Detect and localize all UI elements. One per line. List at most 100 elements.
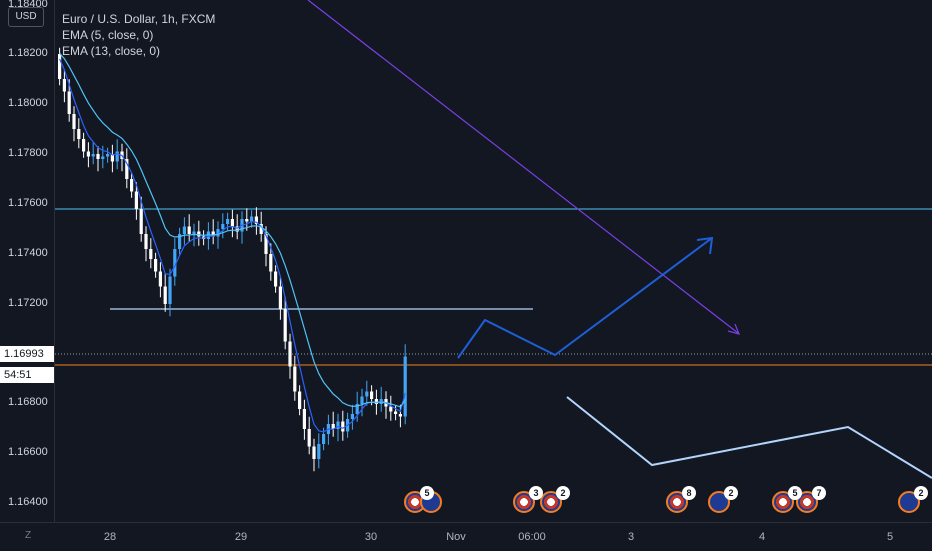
candle-body bbox=[115, 151, 119, 162]
candle-body bbox=[360, 396, 364, 404]
time-tick-label: 06:00 bbox=[518, 531, 546, 543]
candle-body bbox=[96, 154, 100, 159]
candle-body bbox=[72, 114, 76, 129]
candle-body bbox=[298, 391, 302, 409]
candle-body bbox=[110, 154, 114, 162]
price-axis[interactable]: 1.18400 1.18200 1.18000 1.17800 1.17600 1.174… bbox=[0, 0, 55, 522]
candle-body bbox=[374, 399, 378, 404]
projection-up-arrowhead bbox=[696, 236, 714, 255]
candle-body bbox=[106, 154, 110, 157]
candle-body bbox=[278, 286, 282, 309]
candle-body bbox=[331, 424, 335, 429]
symbol-title[interactable]: Euro / U.S. Dollar, 1h, FXCM bbox=[62, 12, 216, 26]
event-count-badge: 2 bbox=[556, 486, 570, 500]
candle-body bbox=[144, 234, 148, 249]
price-tick-label: 1.17200 bbox=[8, 297, 48, 309]
event-count-badge: 8 bbox=[682, 486, 696, 500]
candle-body bbox=[394, 411, 398, 414]
candle-body bbox=[197, 231, 201, 237]
price-tick-label: 1.16600 bbox=[8, 446, 48, 458]
downtrend-line bbox=[307, 0, 739, 334]
candle-body bbox=[58, 54, 62, 79]
candle-body bbox=[245, 219, 249, 222]
time-tick-label: 29 bbox=[234, 531, 248, 543]
event-count-badge: 5 bbox=[788, 486, 802, 500]
candle-body bbox=[250, 216, 254, 222]
candle-body bbox=[365, 391, 369, 397]
currency-button[interactable]: USD bbox=[8, 7, 44, 27]
price-tick-label: 1.16800 bbox=[8, 396, 48, 408]
ema13-legend[interactable]: EMA (13, close, 0) bbox=[62, 44, 161, 58]
candle-body bbox=[307, 429, 311, 447]
candle-body bbox=[91, 154, 95, 157]
event-count-badge: 7 bbox=[812, 486, 826, 500]
candle-body bbox=[312, 446, 316, 459]
candle-body bbox=[154, 259, 158, 272]
candle-body bbox=[67, 91, 71, 114]
candle-body bbox=[355, 404, 359, 414]
projection-up-path bbox=[457, 237, 713, 359]
candle-body bbox=[274, 271, 278, 287]
candle-body bbox=[350, 414, 354, 419]
event-count-badge: 2 bbox=[724, 486, 738, 500]
time-tick-label: 30 bbox=[364, 531, 378, 543]
candle-body bbox=[370, 391, 374, 399]
time-tick-label: 5 bbox=[886, 531, 894, 543]
time-tick-label: Nov bbox=[446, 531, 466, 543]
candle-body bbox=[264, 234, 268, 254]
candle-body bbox=[168, 276, 172, 304]
candle-body bbox=[163, 286, 167, 304]
candle-body bbox=[254, 216, 258, 224]
price-tick-label: 1.18400 bbox=[8, 0, 48, 10]
price-plot-area[interactable] bbox=[0, 0, 932, 522]
candle-body bbox=[398, 414, 402, 417]
ema5-line bbox=[59, 58, 406, 433]
event-count-badge: 5 bbox=[420, 486, 434, 500]
candle-body bbox=[216, 229, 220, 237]
time-tick-label: 3 bbox=[627, 531, 635, 543]
candle-body bbox=[288, 341, 292, 367]
downtrend-arrowhead bbox=[727, 323, 741, 335]
price-tick-label: 1.17600 bbox=[8, 197, 48, 209]
candle-body bbox=[211, 231, 215, 237]
candle-body bbox=[149, 249, 153, 259]
candle-body bbox=[158, 271, 162, 287]
ema5-legend[interactable]: EMA (5, close, 0) bbox=[62, 28, 154, 42]
price-tick-label: 1.17800 bbox=[8, 147, 48, 159]
zoom-button[interactable]: Z bbox=[24, 530, 32, 541]
candle-body bbox=[62, 79, 66, 92]
candle-body bbox=[317, 444, 321, 459]
time-tick-label: 28 bbox=[103, 531, 117, 543]
candle-body bbox=[230, 219, 234, 227]
candle-body bbox=[77, 129, 81, 139]
price-tick-label: 1.17400 bbox=[8, 247, 48, 259]
projection-down-path bbox=[566, 396, 932, 479]
chart-legend: Euro / U.S. Dollar, 1h, FXCM EMA (5, clo… bbox=[62, 11, 215, 59]
candle-body bbox=[86, 151, 90, 157]
candle-body bbox=[134, 191, 138, 209]
candle-body bbox=[130, 179, 134, 192]
candle-body bbox=[187, 226, 191, 234]
event-count-badge: 3 bbox=[529, 486, 543, 500]
time-axis[interactable]: 28 29 30 Nov 06:00 3 4 5 bbox=[0, 522, 932, 551]
price-tick-label: 1.18000 bbox=[8, 97, 48, 109]
time-tick-label: 4 bbox=[758, 531, 766, 543]
candle-body bbox=[302, 409, 306, 429]
current-price-label: 1.16993 bbox=[0, 346, 54, 362]
candle-body bbox=[139, 209, 143, 234]
candle-body bbox=[336, 421, 340, 429]
price-tick-label: 1.18200 bbox=[8, 47, 48, 59]
candle-body bbox=[82, 139, 86, 152]
event-count-badge: 2 bbox=[914, 486, 928, 500]
candle-body bbox=[322, 434, 326, 444]
candle-body bbox=[101, 156, 105, 159]
candle-body bbox=[283, 309, 287, 342]
candle-body bbox=[403, 356, 407, 417]
candle-body bbox=[226, 219, 230, 224]
candle-body bbox=[293, 366, 297, 392]
candle-body bbox=[125, 159, 129, 179]
ema13-line bbox=[59, 52, 406, 408]
candle-body bbox=[341, 421, 345, 432]
candle-body bbox=[173, 249, 177, 277]
